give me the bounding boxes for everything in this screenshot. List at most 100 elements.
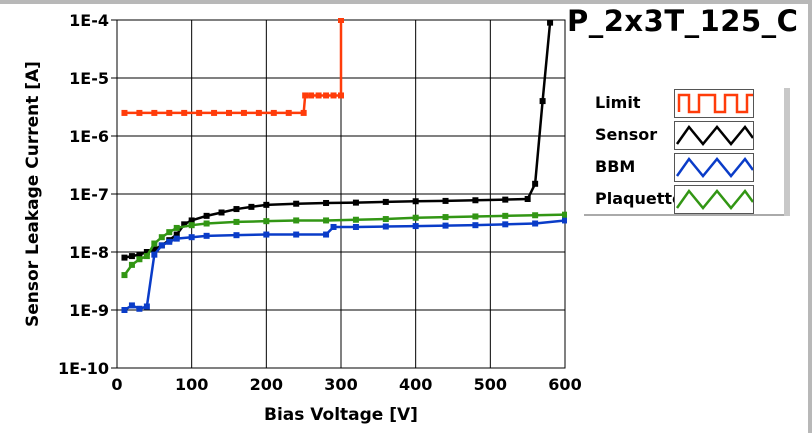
data-point [330,223,337,230]
data-point [136,109,143,116]
data-point [270,109,277,116]
legend-label: Sensor [595,125,658,144]
data-point [143,249,150,255]
x-tick-label: 100 [175,375,208,394]
data-point [442,214,449,221]
legend-item-sensor[interactable]: Sensor [584,120,784,150]
legend-item-plaquette[interactable]: Plaquette [584,184,784,214]
data-point [121,272,128,279]
data-point [532,212,539,219]
data-point [302,92,309,99]
data-point [524,195,531,202]
data-point [196,109,203,116]
y-tick-label: 1E-8 [69,243,109,262]
data-point [121,254,128,261]
data-point [323,199,330,206]
data-point [562,217,567,224]
data-point [338,92,344,99]
data-point [151,251,158,258]
data-point [412,198,419,205]
series-bbm [121,217,567,313]
y-tick-label: 1E-5 [69,69,109,88]
data-point [188,234,195,241]
data-point [158,242,165,249]
legend-item-bbm[interactable]: BBM [584,152,784,182]
data-point [128,302,135,309]
data-point [562,211,567,218]
data-point [263,201,270,208]
data-point [240,109,247,116]
legend-label: Limit [595,93,641,112]
data-point [151,240,158,247]
data-point [323,217,330,224]
y-tick-label: 1E-9 [69,301,109,320]
data-point [330,92,337,99]
series-limit [121,18,344,116]
data-point [532,220,539,227]
data-point [203,220,210,227]
series-line [123,213,566,276]
data-point [188,217,195,224]
data-point [263,231,270,238]
y-tick-label: 1E-4 [69,11,109,30]
data-point [352,216,359,223]
legend-label: Plaquette [595,189,683,208]
data-point [442,197,449,204]
data-point [203,212,210,219]
legend-item-limit[interactable]: Limit [584,88,784,118]
data-point [382,216,389,223]
data-point [293,231,300,238]
y-axis-label: Sensor Leakage Current [A] [23,61,43,327]
legend-swatch-icon[interactable] [674,121,755,150]
data-point [173,231,180,238]
data-point [128,253,135,260]
data-point [121,307,128,313]
data-point [128,261,135,268]
legend-scrollbar[interactable] [784,88,790,216]
series-plaquette [121,211,567,279]
data-point [308,92,315,99]
x-tick-label: 400 [399,375,432,394]
legend: Limit Sensor BBM Plaquette [584,88,790,216]
data-point [382,198,389,205]
data-point [233,232,240,239]
x-tick-label: 300 [324,375,357,394]
data-point [502,196,509,203]
data-point [502,212,509,219]
x-tick-label: 0 [111,375,122,394]
legend-swatch-icon[interactable] [674,185,755,214]
data-point [532,180,539,187]
x-tick-label: 200 [250,375,283,394]
data-point [293,217,300,224]
data-point [188,222,195,229]
data-point [151,109,158,116]
data-point [181,109,188,116]
data-point [233,218,240,225]
x-axis-label: Bias Voltage [V] [264,405,418,425]
data-point [181,221,188,228]
data-point [158,234,165,241]
x-tick-label: 600 [548,375,581,394]
data-point [472,222,479,229]
data-point [442,222,449,229]
data-point [323,231,330,238]
data-point [173,224,180,231]
data-point [248,203,255,210]
data-point [352,223,359,230]
data-point [293,200,300,207]
legend-swatch-icon[interactable] [674,89,754,118]
data-point [323,92,330,99]
legend-label: BBM [595,157,636,176]
data-point [285,109,292,116]
data-point [502,221,509,228]
legend-swatch-icon[interactable] [674,153,755,182]
data-point [472,213,479,220]
data-point [218,209,225,216]
data-point [166,109,173,116]
data-point [338,18,344,23]
data-point [382,223,389,230]
data-point [352,199,359,206]
data-point [315,92,322,99]
data-point [547,19,554,26]
